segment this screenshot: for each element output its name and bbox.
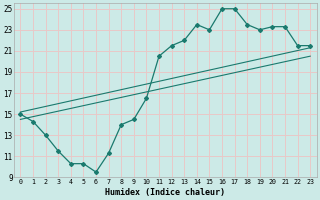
X-axis label: Humidex (Indice chaleur): Humidex (Indice chaleur) <box>105 188 225 197</box>
